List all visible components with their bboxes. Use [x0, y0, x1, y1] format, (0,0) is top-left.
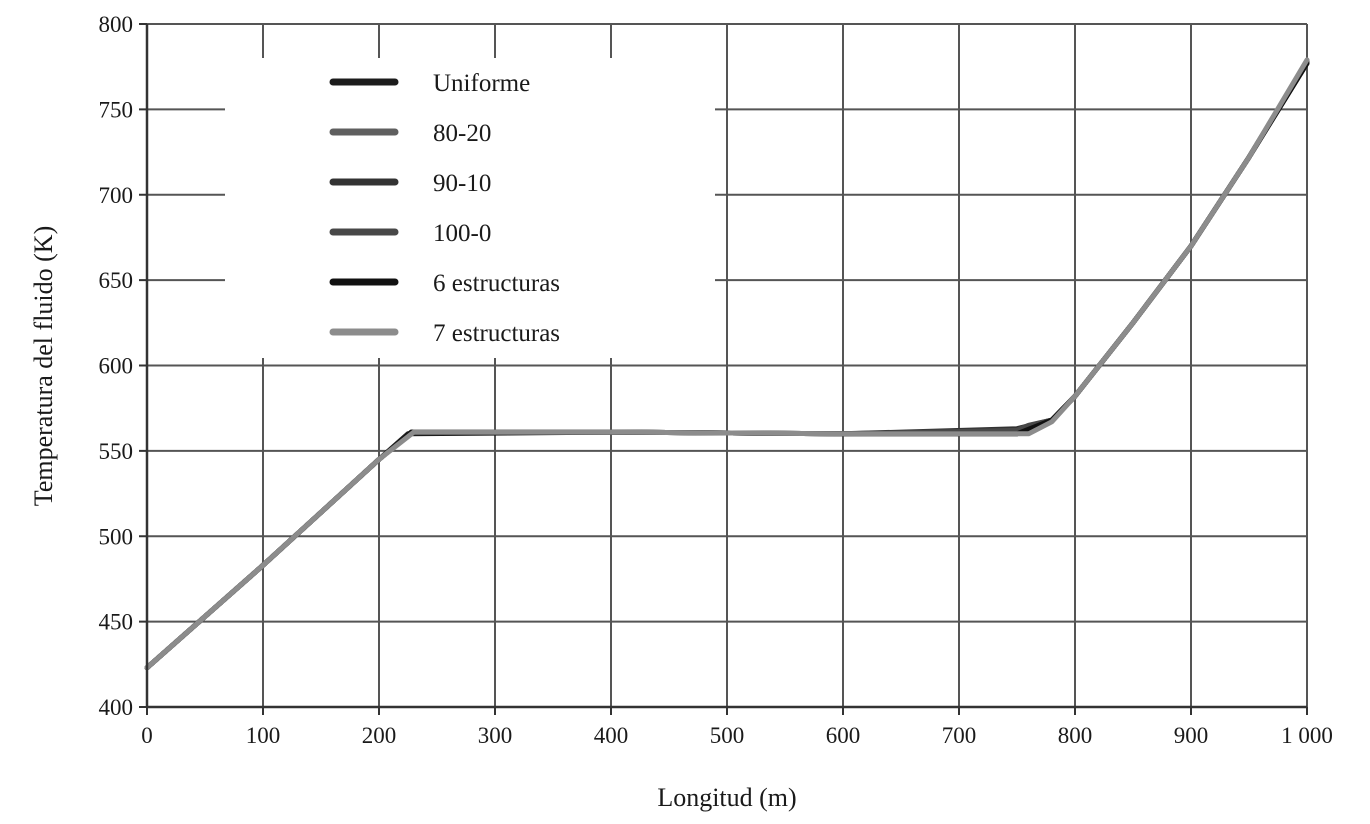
series-lines [144, 57, 1310, 671]
legend-background [225, 58, 715, 358]
x-tick-label: 1 000 [1281, 723, 1333, 748]
axes [139, 23, 1308, 715]
x-tick-label: 100 [246, 723, 281, 748]
y-tick-label: 750 [99, 97, 134, 122]
x-tick-label: 800 [1058, 723, 1093, 748]
legend-label: 6 estructuras [433, 270, 560, 297]
legend: Uniforme 80-20 90-10 100-0 6 estructuras 7 es… [329, 70, 560, 347]
x-axis-title: Longitud (m) [657, 783, 796, 812]
x-tick-label: 200 [362, 723, 397, 748]
y-tick-label: 600 [99, 354, 134, 379]
legend-label: 80-20 [433, 120, 491, 147]
x-tick-labels: 0 100 200 300 400 500 600 700 800 900 1 000 [141, 723, 1333, 748]
legend-label: 90-10 [433, 170, 491, 197]
legend-label: 100-0 [433, 220, 491, 247]
y-tick-label: 650 [99, 268, 134, 293]
y-tick-label: 700 [99, 183, 134, 208]
y-tick-label: 500 [99, 524, 134, 549]
y-tick-label: 400 [99, 695, 134, 720]
y-tick-label: 800 [99, 12, 134, 37]
x-tick-label: 0 [141, 723, 153, 748]
x-tick-label: 900 [1174, 723, 1209, 748]
x-tick-label: 600 [826, 723, 861, 748]
y-tick-label: 450 [99, 610, 134, 635]
x-tick-label: 400 [594, 723, 629, 748]
y-tick-label: 550 [99, 439, 134, 464]
x-tick-label: 500 [710, 723, 745, 748]
series-line-6 [144, 57, 1310, 671]
x-tick-label: 300 [478, 723, 513, 748]
x-tick-label: 700 [942, 723, 977, 748]
y-axis-title: Temperatura del fluido (K) [29, 226, 58, 506]
legend-label: 7 estructuras [433, 320, 560, 347]
y-tick-labels: 400 450 500 550 600 650 700 750 800 [99, 12, 134, 720]
legend-label: Uniforme [433, 70, 530, 97]
